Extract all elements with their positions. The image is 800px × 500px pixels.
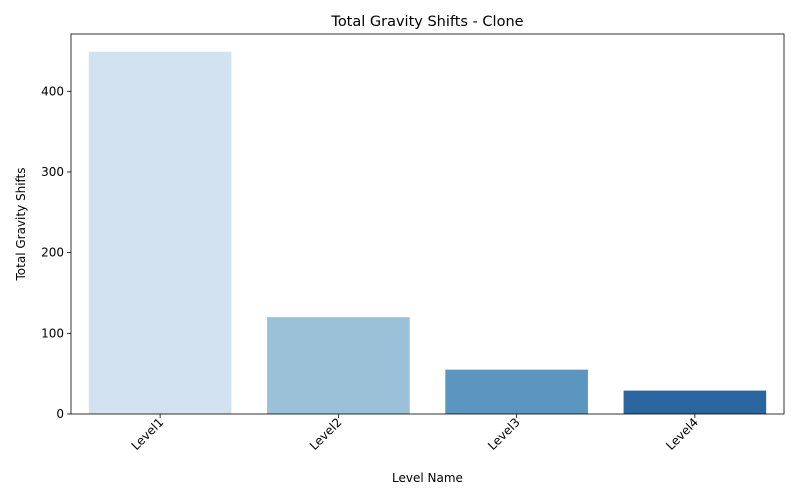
x-tick-label: Level3 (485, 415, 523, 453)
chart-title: Total Gravity Shifts - Clone (330, 14, 523, 30)
x-axis-label: Level Name (392, 471, 463, 485)
bar-level4 (623, 390, 767, 414)
x-axis: Level1 Level2 Level3 Level4 (129, 414, 701, 453)
plot-frame (70, 33, 785, 415)
x-tick-label: Level2 (307, 415, 345, 453)
x-tick-label: Level1 (129, 415, 167, 453)
y-tick-label: 0 (56, 407, 64, 421)
x-tick-label: Level4 (663, 415, 701, 453)
y-tick-label: 300 (41, 165, 64, 179)
plot-area (70, 33, 785, 415)
y-tick-label: 400 (41, 84, 64, 98)
y-tick-label: 100 (41, 326, 64, 340)
bar-level3 (445, 369, 588, 414)
y-tick-label: 200 (41, 246, 64, 260)
bar-level1 (88, 51, 232, 414)
bar-level2 (267, 317, 410, 414)
y-axis: 0 100 200 300 400 (41, 84, 71, 421)
y-axis-label: Total Gravity Shifts (14, 167, 28, 281)
